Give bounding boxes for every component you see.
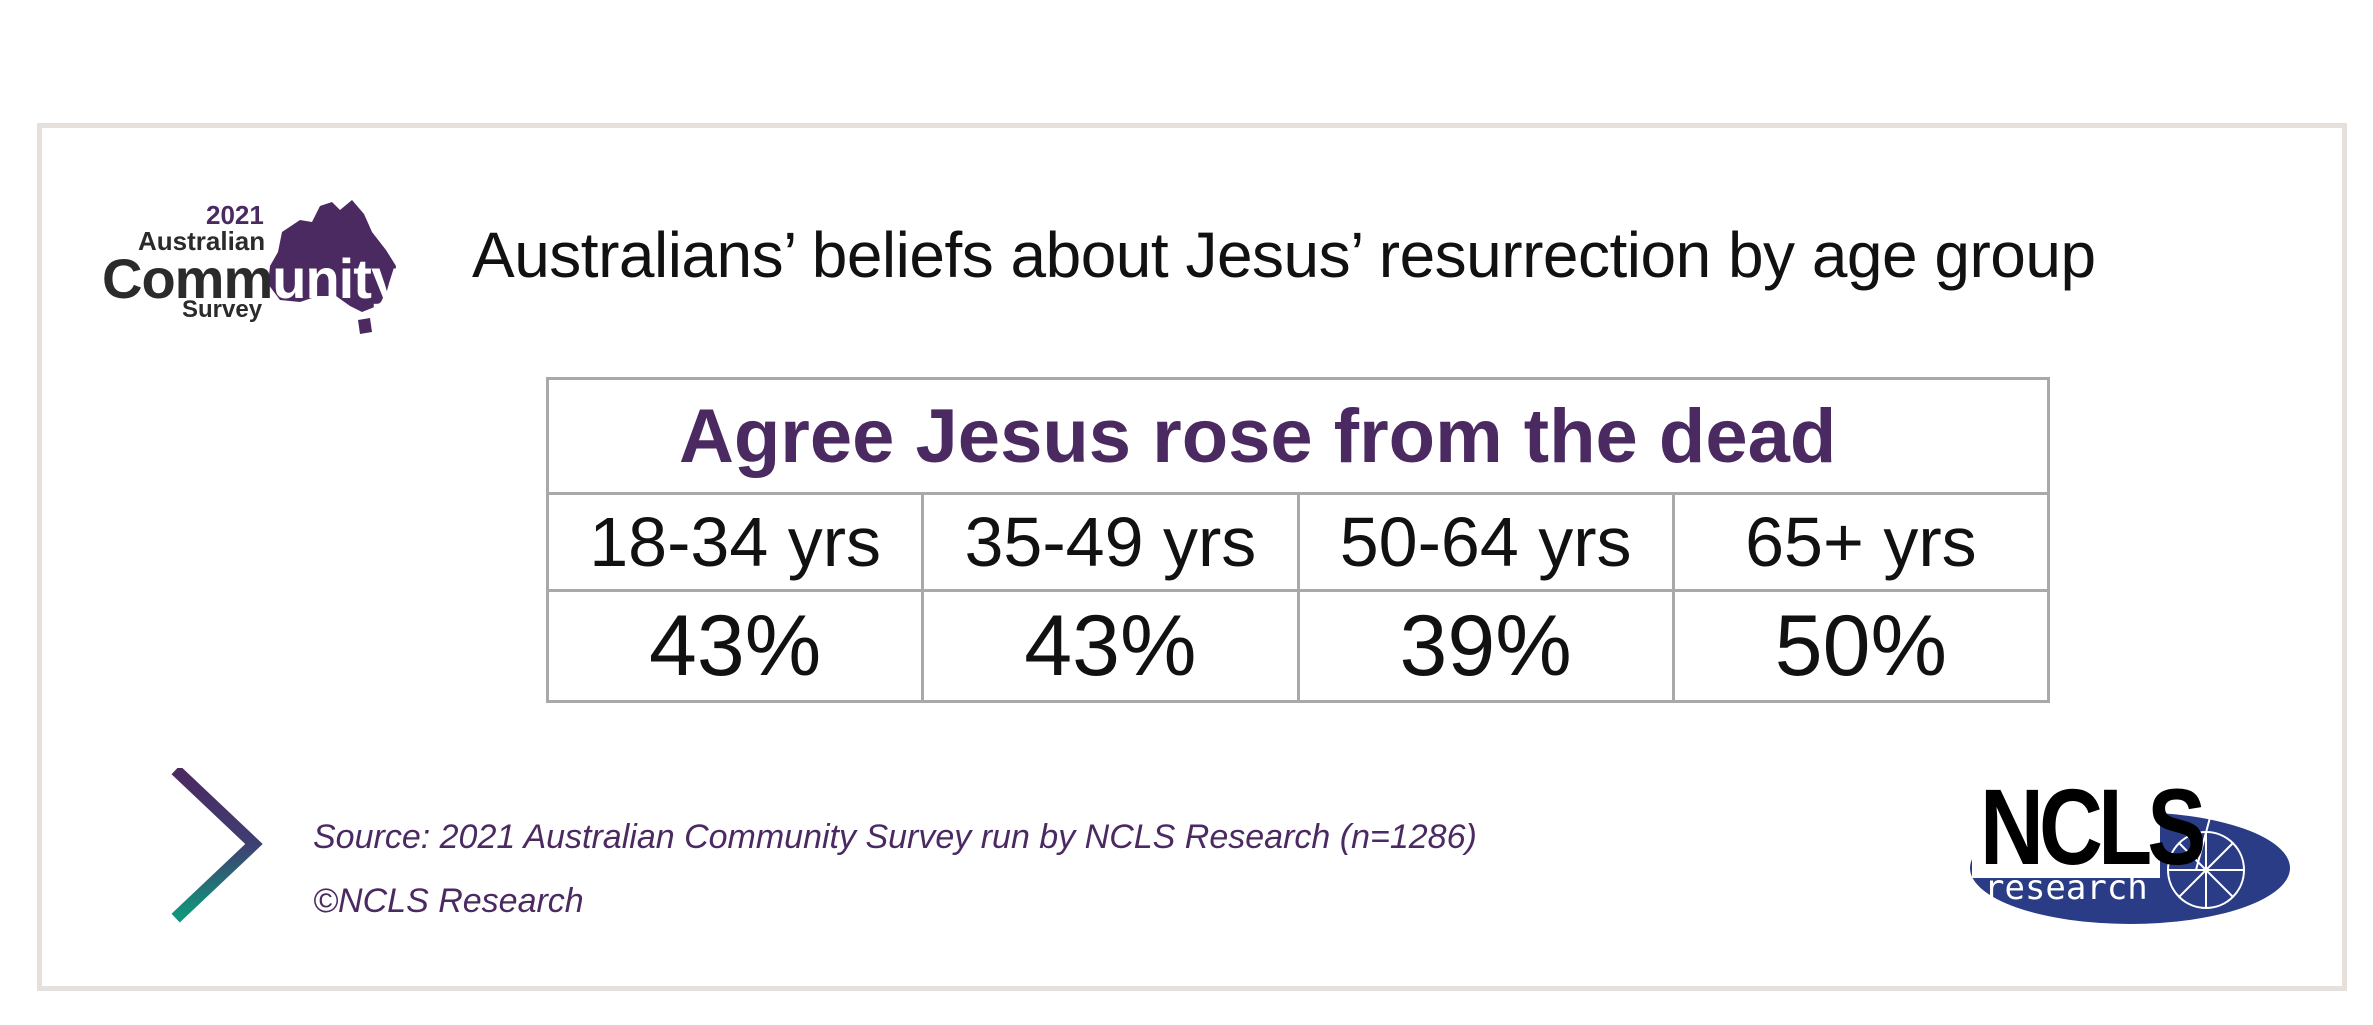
australia-map-icon (268, 200, 396, 334)
copyright-note: ©NCLS Research (313, 882, 584, 920)
page-title: Australians’ beliefs about Jesus’ resurr… (472, 219, 2096, 291)
age-group-label: 18-34 yrs (545, 492, 925, 592)
ncls-globe-icon (1970, 780, 2290, 924)
table-heading: Agree Jesus rose from the dead (546, 377, 2050, 495)
age-group-label: 65+ yrs (1671, 492, 2051, 592)
percent-value: 43% (545, 589, 925, 703)
logo-survey: Survey (182, 296, 263, 323)
logo-community-b: unity (272, 247, 402, 310)
logo-community: Community (102, 246, 402, 311)
logo-year: 2021 (206, 200, 264, 230)
percent-value: 50% (1671, 589, 2051, 703)
percent-value: 43% (921, 589, 1300, 703)
ncls-research-logo: NCLS research (1960, 766, 2290, 930)
logo-australian: Australian (138, 226, 266, 256)
age-group-label: 50-64 yrs (1296, 492, 1675, 592)
research-wordmark: research (1984, 868, 2148, 908)
logo-community-a: Comm (102, 247, 273, 310)
ncls-wordmark: NCLS (1980, 766, 2206, 887)
age-group-label: 35-49 yrs (921, 492, 1300, 592)
chevron-right-icon (171, 768, 263, 923)
percent-value: 39% (1296, 589, 1675, 703)
results-table: Agree Jesus rose from the dead 18-34 yrs… (545, 377, 2051, 703)
source-note: Source: 2021 Australian Community Survey… (313, 818, 1477, 856)
australian-community-survey-logo: 2021 Australian Community Survey (100, 192, 420, 342)
